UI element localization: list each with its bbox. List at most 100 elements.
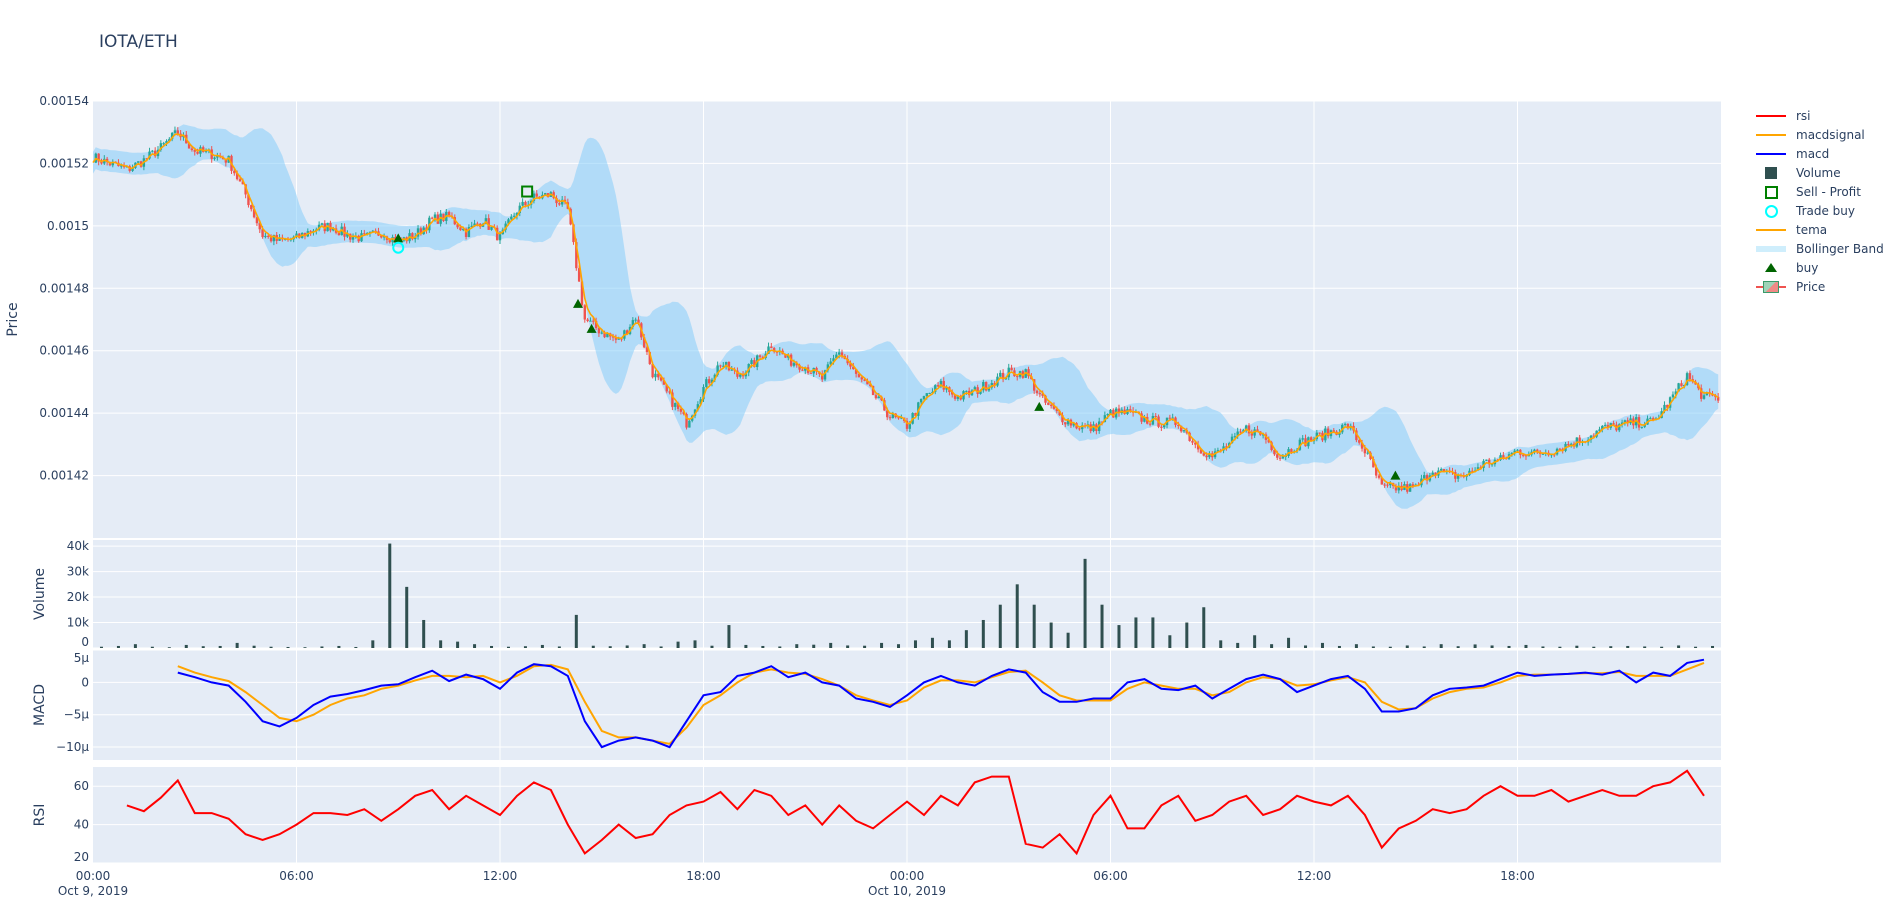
candle [1112, 409, 1115, 418]
candle [515, 213, 519, 216]
candle [555, 198, 558, 204]
candle [1202, 453, 1205, 456]
candle [1521, 454, 1525, 456]
candle [869, 384, 872, 386]
candle [1663, 404, 1666, 412]
candle [419, 228, 423, 235]
volume-bar [913, 640, 917, 648]
candle [987, 387, 991, 391]
candle [510, 216, 513, 220]
candle [323, 223, 326, 232]
volume-bar [557, 646, 561, 648]
buy-marker [393, 233, 404, 243]
candle [1603, 425, 1607, 427]
candle [1620, 422, 1624, 425]
volume-bar [1304, 645, 1308, 648]
legend-item-sell-profit[interactable]: Sell - Profit [1756, 182, 1884, 201]
volume-tick-label: 0 [81, 635, 89, 649]
candle [1100, 421, 1104, 423]
candle [151, 150, 154, 152]
candle [1541, 453, 1545, 455]
candle [611, 336, 615, 338]
macd-tick-label: 5µ [74, 651, 90, 665]
candle [575, 242, 578, 269]
candle [1168, 417, 1172, 419]
candle [829, 361, 832, 365]
volume-bar [761, 645, 765, 648]
candle [871, 385, 875, 396]
candle [804, 367, 807, 371]
volume-bar [659, 646, 663, 648]
rsi-tick-label: 60 [74, 779, 89, 793]
candle [688, 420, 691, 428]
volume-bar [964, 630, 968, 648]
legend-item-volume[interactable]: Volume [1756, 163, 1884, 182]
candle [1439, 469, 1443, 471]
volume-bar [235, 642, 239, 648]
volume-bar [1083, 558, 1087, 648]
legend-item-tema[interactable]: tema [1756, 220, 1884, 239]
candle [1032, 379, 1036, 391]
candle [329, 222, 332, 231]
candle [264, 235, 267, 238]
candle [1716, 396, 1720, 401]
candle [662, 380, 666, 385]
candle [411, 233, 414, 240]
macd-line [177, 658, 1705, 749]
volume-bar [591, 645, 595, 648]
price-tick-label: 0.00154 [39, 94, 89, 108]
volume-bar [1117, 625, 1121, 648]
legend-item-bollinger-band[interactable]: Bollinger Band [1756, 239, 1884, 258]
legend-item-trade-buy[interactable]: Trade buy [1756, 201, 1884, 220]
candle [1261, 434, 1265, 436]
candle [1637, 417, 1641, 428]
candle [1154, 416, 1157, 418]
candle [919, 398, 923, 403]
volume-bar [1405, 645, 1409, 648]
candle [1431, 472, 1434, 476]
candle [250, 205, 253, 210]
legend-item-buy[interactable]: buy [1756, 258, 1884, 277]
legend-label: Bollinger Band [1796, 241, 1884, 256]
candle [1038, 393, 1042, 395]
legend-label: buy [1796, 260, 1819, 275]
candle [1490, 464, 1494, 466]
candle [1182, 430, 1186, 432]
candle [795, 363, 798, 366]
legend-item-macdsignal[interactable]: macdsignal [1756, 125, 1884, 144]
volume-tick-label: 40k [67, 539, 89, 553]
candle [1160, 426, 1163, 428]
candle [914, 413, 917, 416]
x-tick-label: 18:00 [1500, 869, 1535, 883]
legend-item-rsi[interactable]: rsi [1756, 106, 1884, 125]
candle [665, 384, 668, 392]
candle [1267, 439, 1270, 443]
candle [716, 365, 719, 375]
candle [1374, 467, 1378, 476]
volume-bar [1456, 646, 1460, 648]
candle [945, 387, 948, 390]
volume-bar [1660, 646, 1664, 648]
candle [942, 380, 945, 390]
candle [801, 369, 804, 371]
candle [654, 373, 657, 378]
candle [1358, 440, 1361, 443]
candle [682, 411, 685, 414]
candle [1326, 428, 1330, 437]
candle [668, 391, 671, 393]
candle [821, 373, 824, 380]
volume-bar [1100, 604, 1104, 648]
candle [1049, 404, 1053, 406]
volume-tick-label: 20k [67, 590, 89, 604]
candle [1640, 426, 1644, 428]
legend-item-macd[interactable]: macd [1756, 144, 1884, 163]
candle [1304, 438, 1307, 447]
candle [1301, 438, 1304, 440]
candle [976, 387, 979, 394]
candle [1027, 369, 1030, 377]
candle [758, 355, 762, 357]
rsi-line [126, 769, 1705, 856]
legend-item-price[interactable]: Price [1756, 277, 1884, 296]
candle [792, 363, 796, 366]
